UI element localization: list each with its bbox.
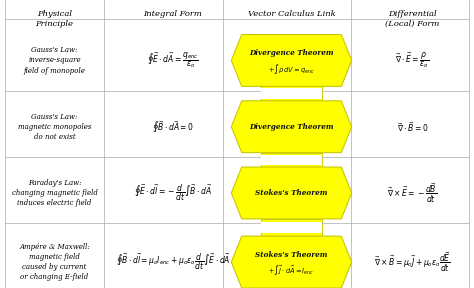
Polygon shape: [231, 236, 352, 288]
Polygon shape: [231, 167, 352, 219]
Text: Gauss's Law:
magnetic monopoles
do not exist: Gauss's Law: magnetic monopoles do not e…: [18, 113, 91, 141]
Text: Differential
(Local) Form: Differential (Local) Form: [385, 10, 439, 28]
Text: $+\int\rho\,dV=q_{enc}$: $+\int\rho\,dV=q_{enc}$: [268, 62, 315, 75]
Polygon shape: [231, 101, 352, 153]
Text: $\oint\vec{E}\cdot d\vec{A}=\dfrac{q_{enc}}{\varepsilon_o}$: $\oint\vec{E}\cdot d\vec{A}=\dfrac{q_{en…: [147, 50, 199, 71]
Polygon shape: [261, 155, 322, 165]
Polygon shape: [261, 219, 322, 236]
Polygon shape: [231, 35, 352, 86]
Text: Vector Calculus Link: Vector Calculus Link: [247, 10, 336, 18]
Text: $\oint\vec{B}\cdot d\vec{l}=\mu_o I_{enc}+\mu_o\varepsilon_o\dfrac{d}{dt}\int\ve: $\oint\vec{B}\cdot d\vec{l}=\mu_o I_{enc…: [116, 252, 230, 272]
Text: $\vec{\nabla}\cdot\vec{B}=0$: $\vec{\nabla}\cdot\vec{B}=0$: [397, 120, 428, 133]
Text: $\vec{\nabla}\times\vec{B}=\mu_o\vec{J}+\mu_o\varepsilon_o\dfrac{d\vec{E}}{dt}$: $\vec{\nabla}\times\vec{B}=\mu_o\vec{J}+…: [374, 251, 451, 274]
Polygon shape: [261, 222, 322, 233]
Polygon shape: [261, 88, 322, 99]
Text: Stokes's Theorem: Stokes's Theorem: [255, 189, 328, 197]
Text: Ampére & Maxwell:
magnetic field
caused by current
or changing E-field: Ampére & Maxwell: magnetic field caused …: [19, 243, 90, 281]
Text: $\vec{\nabla}\cdot\vec{E}=\dfrac{\rho}{\varepsilon_o}$: $\vec{\nabla}\cdot\vec{E}=\dfrac{\rho}{\…: [395, 50, 429, 71]
Polygon shape: [261, 153, 322, 167]
Text: $\vec{\nabla}\times\vec{E}=-\dfrac{d\vec{B}}{dt}$: $\vec{\nabla}\times\vec{E}=-\dfrac{d\vec…: [387, 181, 438, 204]
Text: $+\int\vec{J}\cdot d\vec{A}=I_{enc}$: $+\int\vec{J}\cdot d\vec{A}=I_{enc}$: [268, 263, 315, 277]
Text: $\oint\vec{E}\cdot d\vec{l}=-\dfrac{d}{dt}\int\vec{B}\cdot d\vec{A}$: $\oint\vec{E}\cdot d\vec{l}=-\dfrac{d}{d…: [134, 183, 212, 203]
Text: Gauss's Law:
inverse-square
field of monopole: Gauss's Law: inverse-square field of mon…: [24, 46, 85, 75]
Text: Divergence Theorem: Divergence Theorem: [249, 123, 334, 131]
Polygon shape: [261, 86, 322, 101]
Text: Integral Form: Integral Form: [144, 10, 202, 18]
Text: Physical
Principle: Physical Principle: [36, 10, 73, 28]
Text: Faraday's Law:
changing magnetic field
induces electric field: Faraday's Law: changing magnetic field i…: [11, 179, 98, 207]
Text: $\oint\vec{B}\cdot d\vec{A}=0$: $\oint\vec{B}\cdot d\vec{A}=0$: [152, 119, 194, 134]
Text: Divergence Theorem: Divergence Theorem: [249, 49, 334, 57]
Text: Stokes's Theorem: Stokes's Theorem: [255, 251, 328, 259]
